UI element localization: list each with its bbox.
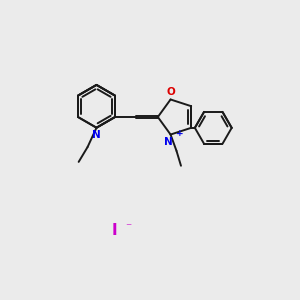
Text: O: O — [166, 87, 175, 98]
Text: N: N — [92, 130, 101, 140]
Text: I: I — [112, 223, 117, 238]
Text: +: + — [176, 128, 184, 137]
Text: ⁻: ⁻ — [125, 221, 131, 234]
Text: N: N — [164, 136, 172, 147]
